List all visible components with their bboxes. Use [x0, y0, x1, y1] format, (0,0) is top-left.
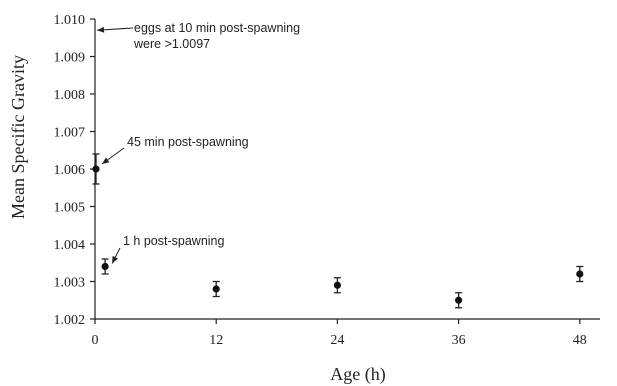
x-tick-label: 12	[209, 333, 223, 348]
y-tick-label: 1.004	[54, 238, 86, 253]
arrow-head	[102, 157, 110, 164]
x-tick-label: 36	[452, 333, 466, 348]
point-marker	[212, 285, 220, 293]
point-marker	[455, 296, 463, 304]
y-tick-label: 1.010	[54, 13, 86, 28]
y-tick-label: 1.008	[54, 88, 86, 103]
annotations: eggs at 10 min post-spawning were >1.0097…	[96, 21, 300, 264]
x-tick-label: 0	[92, 333, 99, 348]
data-point	[101, 258, 109, 275]
x-axis-label: Age (h)	[330, 364, 385, 385]
x-axis-ticks: 0 12 24 36 48	[92, 319, 587, 348]
annotation-text: were >1.0097	[133, 37, 210, 51]
data-point	[333, 277, 341, 294]
y-tick-label: 1.009	[54, 51, 86, 66]
y-tick-label: 1.007	[54, 126, 86, 141]
annotation-text: eggs at 10 min post-spawning	[134, 21, 300, 35]
data-points	[92, 153, 584, 309]
y-axis-ticks: 1.002 1.003 1.004 1.005 1.006 1.007 1.008 1.009…	[54, 13, 95, 328]
y-tick-label: 1.003	[54, 276, 86, 291]
y-tick-label: 1.006	[54, 163, 86, 178]
point-marker	[92, 165, 100, 173]
annotation-text: 1 h post-spawning	[123, 234, 225, 248]
data-point	[576, 265, 584, 283]
arrow-head	[112, 255, 118, 264]
data-point	[455, 292, 463, 309]
data-point	[212, 280, 220, 298]
point-marker	[101, 262, 109, 271]
x-tick-label: 48	[573, 333, 587, 348]
annotation: 45 min post-spawning	[101, 135, 249, 165]
point-marker	[576, 270, 584, 278]
annotation-text: 45 min post-spawning	[127, 135, 249, 149]
y-tick-label: 1.002	[54, 313, 86, 328]
axes	[94, 19, 600, 320]
point-marker	[333, 281, 341, 289]
annotation: 1 h post-spawning	[111, 234, 225, 264]
data-point	[92, 153, 100, 185]
x-tick-label: 24	[330, 333, 344, 348]
arrow-head	[97, 26, 105, 33]
y-axis-label: Mean Specific Gravity	[8, 55, 28, 219]
y-tick-label: 1.005	[54, 201, 86, 216]
annotation: eggs at 10 min post-spawning were >1.0097	[96, 21, 300, 51]
